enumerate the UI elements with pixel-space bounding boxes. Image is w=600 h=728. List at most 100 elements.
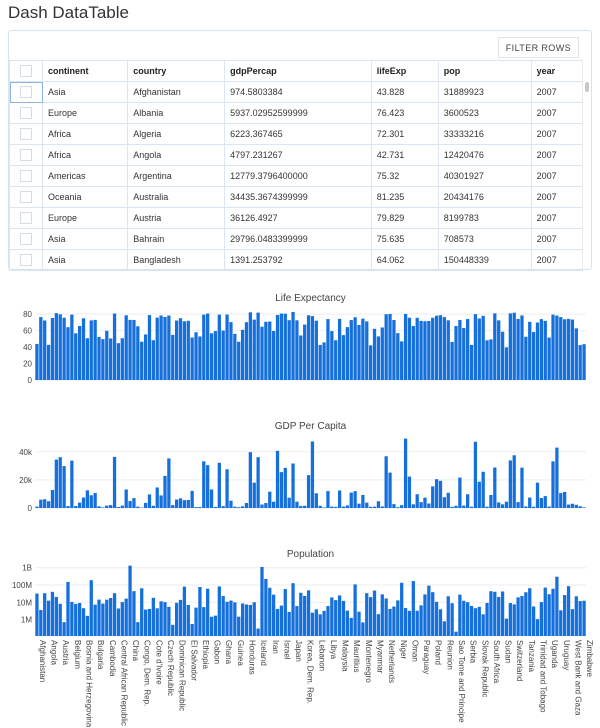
bar-ireland[interactable] [275,450,280,508]
bar-japan[interactable] [291,463,295,508]
bar-sao-tome-and-principe[interactable] [454,505,458,508]
bar-france[interactable] [206,465,210,508]
bar-gabon[interactable] [209,616,214,636]
cell-lifeExp[interactable]: 64.062 [370,249,439,271]
bar-chad[interactable] [120,602,124,636]
bar-austria[interactable] [58,457,62,508]
bar-yemen-rep-[interactable] [574,504,578,508]
cell-pop[interactable]: 708573 [437,228,532,250]
bar-ethiopia[interactable] [198,507,202,508]
bar-liberia[interactable] [322,507,326,508]
bar-mozambique[interactable] [369,597,373,636]
bar-costa-rica[interactable] [147,315,152,380]
bar-guatemala[interactable] [229,600,233,636]
bar-dominican-republic[interactable] [174,499,179,508]
bar-taiwan[interactable] [520,467,524,508]
bar-kuwait[interactable] [310,316,315,380]
bar-yemen-rep-[interactable] [574,596,578,636]
bar-belgium[interactable] [70,460,74,508]
bar-bahrain[interactable] [62,317,66,380]
bar-afghanistan[interactable] [35,343,39,380]
bar-haiti[interactable] [240,506,245,508]
bar-cameroon[interactable] [109,338,113,380]
filter-rows-button[interactable]: FILTER ROWS [497,37,579,58]
bar-poland[interactable] [431,317,435,380]
cell-continent[interactable]: Europe [41,102,129,124]
bar-australia[interactable] [54,459,58,508]
row-checkbox[interactable] [9,123,43,145]
bar-japan[interactable] [291,311,295,380]
bar-eritrea[interactable] [194,507,198,508]
bar-trinidad-and-tobago[interactable] [535,322,540,380]
bar-guinea[interactable] [233,333,237,380]
bar-india[interactable] [260,504,264,508]
bar-sri-lanka[interactable] [497,320,501,380]
bar-spain[interactable] [493,591,497,636]
bar-kenya[interactable] [299,505,303,508]
bar-mexico[interactable] [353,584,357,636]
bar-mongolia[interactable] [357,324,361,380]
bar-argentina[interactable] [50,317,55,380]
bar-korea-dem-rep-[interactable] [303,505,307,508]
bar-nicaragua[interactable] [392,606,396,636]
cell-pop[interactable]: 150448339 [437,249,532,271]
bar-malaysia[interactable] [337,490,342,508]
cell-country[interactable]: Austria [127,207,226,229]
bar-paraguay[interactable] [419,605,423,636]
bar-liberia[interactable] [322,342,326,380]
bar-trinidad-and-tobago[interactable] [535,482,540,508]
bar-togo[interactable] [531,506,536,508]
bar-mali[interactable] [341,335,346,380]
bar-puerto-rico[interactable] [438,609,443,636]
bar-bahrain[interactable] [62,466,66,508]
bar-syria[interactable] [516,597,520,636]
cell-lifeExp[interactable]: 72.301 [370,123,439,145]
bar-kenya[interactable] [299,335,303,380]
bar-myanmar[interactable] [372,506,377,508]
bar-switzerland[interactable] [512,312,516,380]
bar-thailand[interactable] [528,588,532,636]
bar-iceland[interactable] [256,312,260,380]
column-header-lifeExp[interactable]: lifeExp [370,60,439,82]
bar-turkey[interactable] [543,587,547,636]
bar-ghana[interactable] [221,330,225,380]
bar-niger[interactable] [396,600,400,636]
table-row[interactable]: Africa Algeria 6223.367465 72.301 33333216 20… [9,123,584,145]
bar-paraguay[interactable] [419,502,423,508]
bar-hungary[interactable] [252,482,256,508]
bar-paraguay[interactable] [419,320,423,380]
bar-lesotho[interactable] [318,505,322,508]
bar-gabon[interactable] [209,333,214,380]
bar-swaziland[interactable] [504,618,509,636]
bar-bolivia[interactable] [77,325,82,380]
bar-sao-tome-and-principe[interactable] [454,631,458,636]
bar-south-africa[interactable] [489,339,493,380]
bar-comoros[interactable] [136,326,140,380]
bar-congo-rep-[interactable] [143,609,148,636]
bar-albania[interactable] [39,609,43,636]
bar-reunion[interactable] [442,621,447,636]
bar-lesotho[interactable] [318,344,322,380]
bar-libya[interactable] [326,491,330,508]
bar-hong-kong-china[interactable] [248,604,252,636]
bar-czech-republic[interactable] [163,602,167,636]
bar-cote-d-ivoire[interactable] [151,505,155,508]
bar-greece[interactable] [225,314,229,380]
bar-austria[interactable] [58,603,62,636]
cell-continent[interactable]: Africa [41,144,129,166]
bar-hong-kong-china[interactable] [248,452,252,508]
bar-jordan[interactable] [295,320,299,380]
row-checkbox[interactable] [9,249,43,271]
bar-afghanistan[interactable] [35,506,39,508]
column-header-gdpPercap[interactable]: gdpPercap [224,60,372,82]
bar-sweden[interactable] [508,603,512,636]
bar-united-states[interactable] [555,447,559,508]
bar-ireland[interactable] [275,315,280,380]
bar-taiwan[interactable] [520,315,524,380]
bar-cuba[interactable] [159,495,163,508]
bar-colombia[interactable] [132,591,136,636]
cell-lifeExp[interactable]: 76.423 [370,102,439,124]
cell-continent[interactable]: Oceania [41,186,129,208]
bar-libya[interactable] [326,319,330,380]
bar-colombia[interactable] [132,498,136,508]
